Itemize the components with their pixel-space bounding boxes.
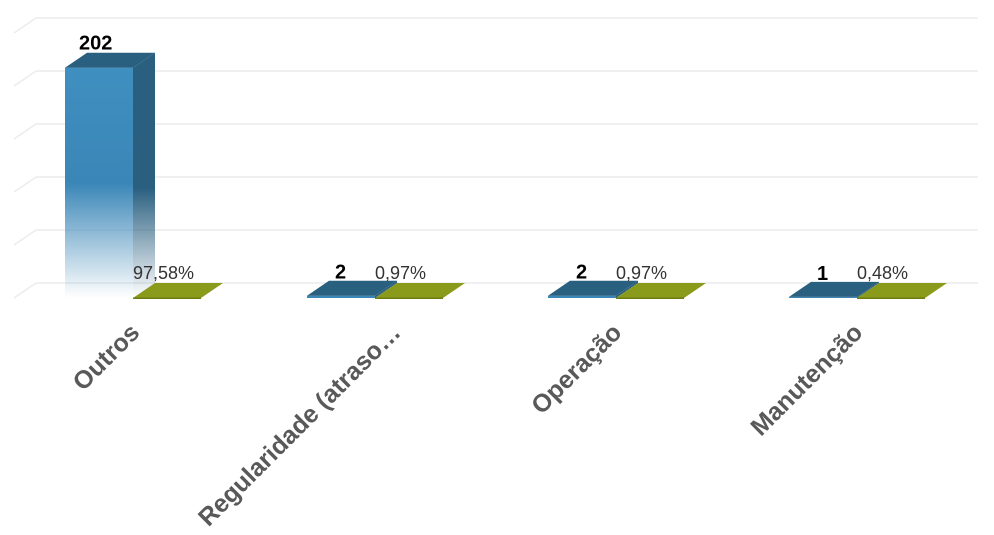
bar-front xyxy=(616,297,684,299)
bar-side xyxy=(375,280,397,298)
bar-front xyxy=(65,67,133,298)
data-label-count: 202 xyxy=(79,33,112,55)
data-label-count: 2 xyxy=(576,262,587,284)
category-labels: Outros Regularidade (atraso… Operação Manut… xyxy=(67,318,868,531)
bar-series1-3 xyxy=(789,281,879,298)
bar-series2-3 xyxy=(857,283,947,299)
bar-top xyxy=(616,283,706,298)
category-label: Operação xyxy=(526,318,627,419)
bar-side xyxy=(857,281,879,298)
bar-top xyxy=(133,283,223,298)
bar-front xyxy=(133,297,201,299)
bars xyxy=(65,52,947,299)
bar-top xyxy=(548,280,638,296)
data-label-percent: 97,58% xyxy=(133,263,194,283)
bar-series1-0 xyxy=(65,52,155,298)
gridlines xyxy=(13,17,978,299)
bar-top xyxy=(65,52,155,68)
bar-series2-0 xyxy=(133,283,223,299)
bar-front xyxy=(789,296,857,298)
gridline-depth xyxy=(13,282,37,299)
data-label-percent: 0,97% xyxy=(375,263,426,283)
bar-front xyxy=(857,297,925,299)
data-labels: 202 97,58% 2 0,97% 2 0,97% 1 0,48% xyxy=(79,33,908,285)
gridline-depth xyxy=(13,70,37,87)
gridline-depth xyxy=(13,17,37,34)
category-label: Manutenção xyxy=(745,318,868,441)
bar-top xyxy=(307,280,397,296)
category-label: Regularidade (atraso… xyxy=(193,318,406,531)
bar-series1-1 xyxy=(307,280,397,298)
gridline-depth xyxy=(13,123,37,140)
gridline-depth xyxy=(13,229,37,246)
bar-series2-1 xyxy=(375,283,465,299)
data-label-percent: 0,97% xyxy=(616,263,667,283)
bar-front xyxy=(375,297,443,299)
bar-side xyxy=(133,52,155,298)
bar-front xyxy=(548,295,616,298)
data-label-count: 2 xyxy=(335,262,346,284)
gridline-depth xyxy=(13,176,37,193)
bar-top xyxy=(857,283,947,298)
bar-top xyxy=(375,283,465,298)
data-label-percent: 0,48% xyxy=(857,263,908,283)
bar-series1-2 xyxy=(548,280,638,298)
data-label-count: 1 xyxy=(817,263,828,285)
category-label: Outros xyxy=(67,318,145,396)
bar-front xyxy=(307,295,375,298)
bar-side xyxy=(616,280,638,298)
bar-series2-2 xyxy=(616,283,706,299)
bar-top xyxy=(789,281,879,297)
